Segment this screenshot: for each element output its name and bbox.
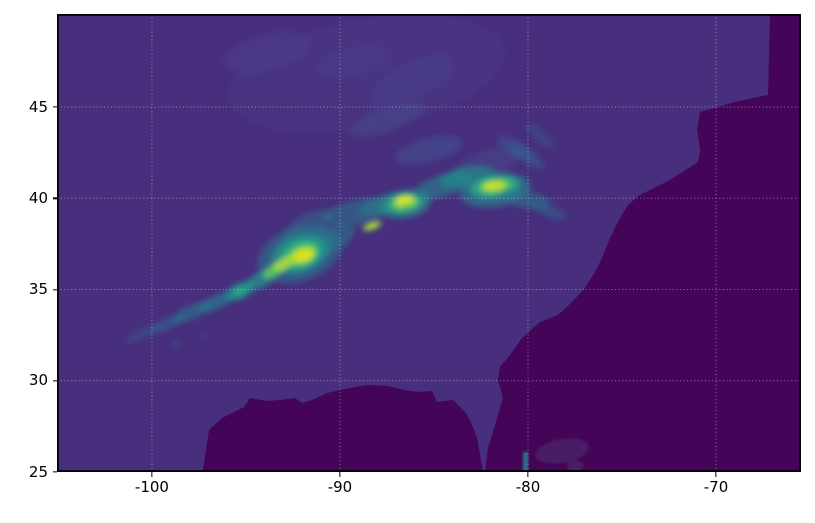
smoke-blob [223, 31, 311, 73]
smoke-blob [349, 102, 425, 138]
coastline-ocean-polygon [203, 385, 483, 472]
x-axis-tick-label: -70 [703, 478, 729, 496]
shallow-banks [523, 438, 589, 472]
smoke-blob [526, 123, 554, 149]
x-axis-tick-mark [715, 472, 717, 477]
axes-spines [57, 14, 801, 472]
smoke-blob [233, 286, 247, 296]
y-axis-tick-label: 30 [28, 371, 48, 390]
ocean-regions [203, 14, 801, 472]
y-axis-tick-label: 45 [28, 97, 48, 116]
y-axis-tick-mark [52, 471, 57, 473]
smoke-blob [510, 143, 544, 169]
x-axis-tick-label: -100 [134, 478, 169, 496]
smoke-plume [125, 14, 567, 348]
smoke-blob [202, 333, 212, 339]
x-axis-tick-label: -80 [515, 478, 541, 496]
bahama-bank [567, 460, 583, 472]
x-axis-tick-label: -90 [327, 478, 353, 496]
bahama-bank [535, 438, 589, 464]
y-axis-tick-mark [52, 288, 57, 291]
y-axis-tick-label: 35 [28, 280, 48, 299]
plot-area [57, 14, 801, 472]
smoke-blob [273, 255, 297, 271]
smoke-blob [367, 223, 377, 229]
smoke-blob [295, 250, 313, 262]
x-axis-tick-mark [339, 472, 341, 477]
smoke-blob [315, 44, 395, 78]
plot-frame [57, 14, 801, 472]
x-axis-tick-mark [151, 472, 153, 477]
smoke-blob [370, 54, 456, 106]
y-axis-tick-label: 25 [28, 462, 48, 481]
y-axis-tick-label: 40 [28, 188, 48, 207]
smoke-blob [395, 135, 463, 165]
y-axis-tick-mark [52, 106, 57, 108]
smoke-blob [483, 181, 505, 191]
y-axis-tick-mark [52, 197, 57, 199]
smoke-blob [171, 340, 183, 348]
gridlines [57, 14, 801, 472]
smoke-blob [396, 196, 412, 204]
x-axis-tick-mark [527, 472, 529, 477]
smoke-blob [531, 202, 567, 220]
coastline-ocean-polygon [485, 14, 801, 472]
shallow-water-teal-patch [523, 452, 528, 472]
map-plot-svg [57, 14, 801, 472]
y-axis-tick-mark [52, 380, 57, 382]
smoke-blob [402, 203, 412, 209]
